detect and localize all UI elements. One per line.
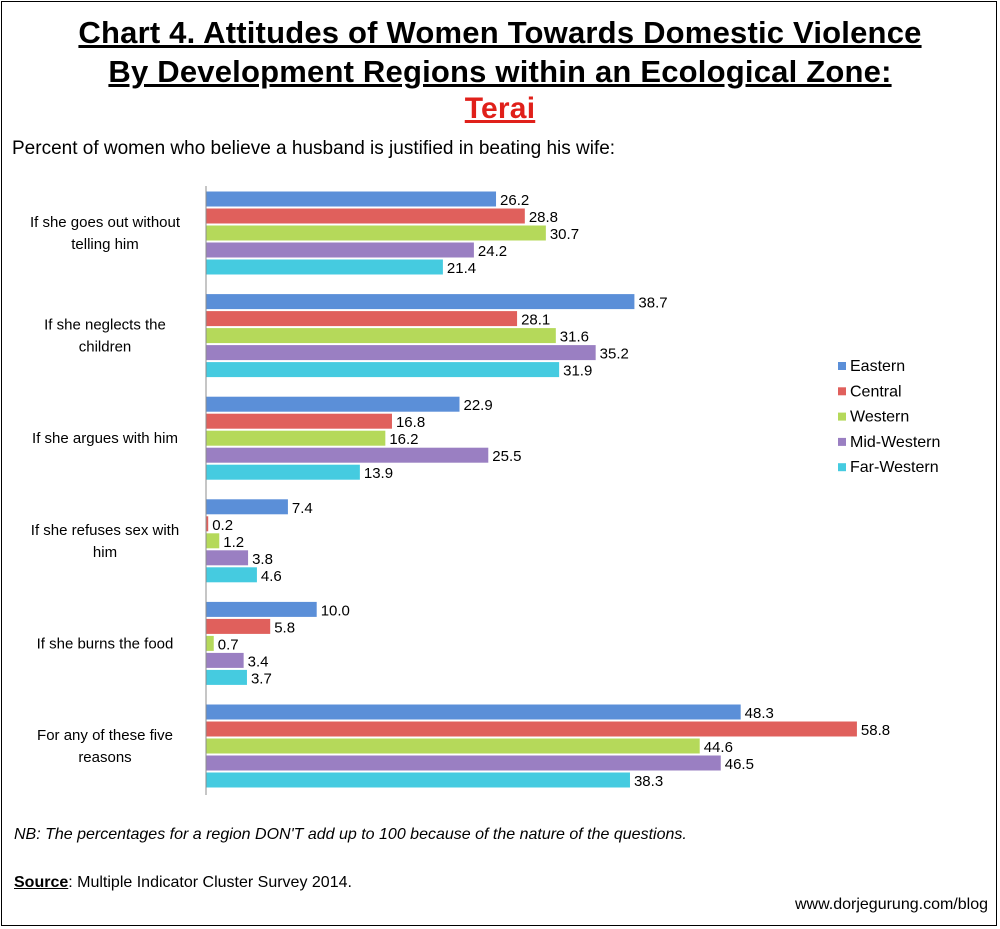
legend-label: Far-Western <box>850 459 939 476</box>
bar-far-western <box>206 362 560 378</box>
category-label: If she argues with him <box>32 430 178 447</box>
legend-label: Central <box>850 383 902 400</box>
bar-mid-western <box>206 242 474 258</box>
value-label: 24.2 <box>478 243 507 260</box>
legend-label: Mid-Western <box>850 434 940 451</box>
value-label: 5.8 <box>274 619 295 636</box>
bar-western <box>206 635 214 651</box>
bar-eastern <box>206 294 635 310</box>
footnote: NB: The percentages for a region DON'T a… <box>14 826 687 843</box>
legend-swatch-far-western <box>838 463 846 472</box>
bar-western <box>206 533 220 549</box>
legend-swatch-western <box>838 412 846 421</box>
category-label: If she refuses sex with <box>31 522 179 539</box>
category-label: If she burns the food <box>37 635 174 652</box>
bar-far-western <box>206 772 630 788</box>
value-label: 3.8 <box>252 551 273 568</box>
bar-central <box>206 208 525 224</box>
value-label: 26.2 <box>500 192 529 209</box>
bar-mid-western <box>206 652 244 668</box>
chart-title-line-2: By Development Regions within an Ecologi… <box>108 54 892 89</box>
bar-far-western <box>206 669 247 685</box>
bar-western <box>206 738 700 754</box>
bar-mid-western <box>206 345 596 361</box>
chart-subtitle: Percent of women who believe a husband i… <box>12 138 616 159</box>
bar-mid-western <box>206 447 489 463</box>
value-label: 35.2 <box>600 346 629 363</box>
bar-eastern <box>206 704 741 720</box>
value-label: 4.6 <box>261 568 282 585</box>
value-label: 48.3 <box>745 705 774 722</box>
blog-url: www.dorjegurung.com/blog <box>795 896 988 913</box>
bar-mid-western <box>206 755 721 771</box>
bar-eastern <box>206 499 288 515</box>
bar-eastern <box>206 601 317 617</box>
value-label: 46.5 <box>725 756 754 773</box>
value-label: 13.9 <box>364 465 393 482</box>
value-label: 44.6 <box>704 739 733 756</box>
value-label: 38.3 <box>634 773 663 790</box>
value-label: 38.7 <box>638 295 667 312</box>
bar-far-western <box>206 464 360 480</box>
bar-eastern <box>206 396 460 412</box>
value-label: 0.2 <box>212 517 233 534</box>
category-label: If she neglects the <box>44 317 166 334</box>
value-label: 28.1 <box>521 312 550 329</box>
bar-eastern <box>206 191 497 207</box>
value-label: 0.7 <box>218 636 239 653</box>
value-label: 58.8 <box>861 722 890 739</box>
bar-western <box>206 430 386 446</box>
source-line: Source: Multiple Indicator Cluster Surve… <box>14 874 352 892</box>
source-text: : Multiple Indicator Cluster Survey 2014… <box>68 874 352 891</box>
value-label: 22.9 <box>464 397 493 414</box>
value-label: 16.8 <box>396 414 425 431</box>
bar-far-western <box>206 259 443 275</box>
category-label: him <box>93 544 117 561</box>
value-label: 7.4 <box>292 500 313 517</box>
legend-swatch-eastern <box>838 362 846 370</box>
bar-central <box>206 311 518 327</box>
value-label: 30.7 <box>550 226 579 243</box>
legend-label: Western <box>850 409 909 426</box>
bar-western <box>206 328 556 344</box>
value-label: 10.0 <box>321 602 350 619</box>
bar-central <box>206 516 209 532</box>
category-label: children <box>79 339 132 356</box>
chart-title-line-1: Chart 4. Attitudes of Women Towards Dome… <box>78 15 922 50</box>
bar-central <box>206 413 392 429</box>
bar-western <box>206 225 546 241</box>
value-label: 1.2 <box>223 534 244 551</box>
legend-swatch-central <box>838 387 846 396</box>
bar-central <box>206 618 271 634</box>
bar-central <box>206 721 857 737</box>
bar-far-western <box>206 567 257 583</box>
category-label: For any of these five <box>37 727 173 744</box>
legend-label: Eastern <box>850 358 905 375</box>
legend-swatch-mid-western <box>838 437 846 446</box>
bar-mid-western <box>206 550 249 566</box>
value-label: 31.9 <box>563 363 592 380</box>
value-label: 31.6 <box>560 329 589 346</box>
category-label: If she goes out without <box>30 214 181 231</box>
value-label: 3.7 <box>251 670 272 687</box>
category-label: telling him <box>71 236 139 253</box>
category-label: reasons <box>78 749 131 766</box>
source-label: Source <box>14 874 69 891</box>
value-label: 25.5 <box>492 448 521 465</box>
value-label: 16.2 <box>389 431 418 448</box>
chart-title-zone: Terai <box>464 92 536 125</box>
value-label: 28.8 <box>529 209 558 226</box>
value-label: 3.4 <box>248 653 269 670</box>
value-label: 21.4 <box>447 260 476 277</box>
